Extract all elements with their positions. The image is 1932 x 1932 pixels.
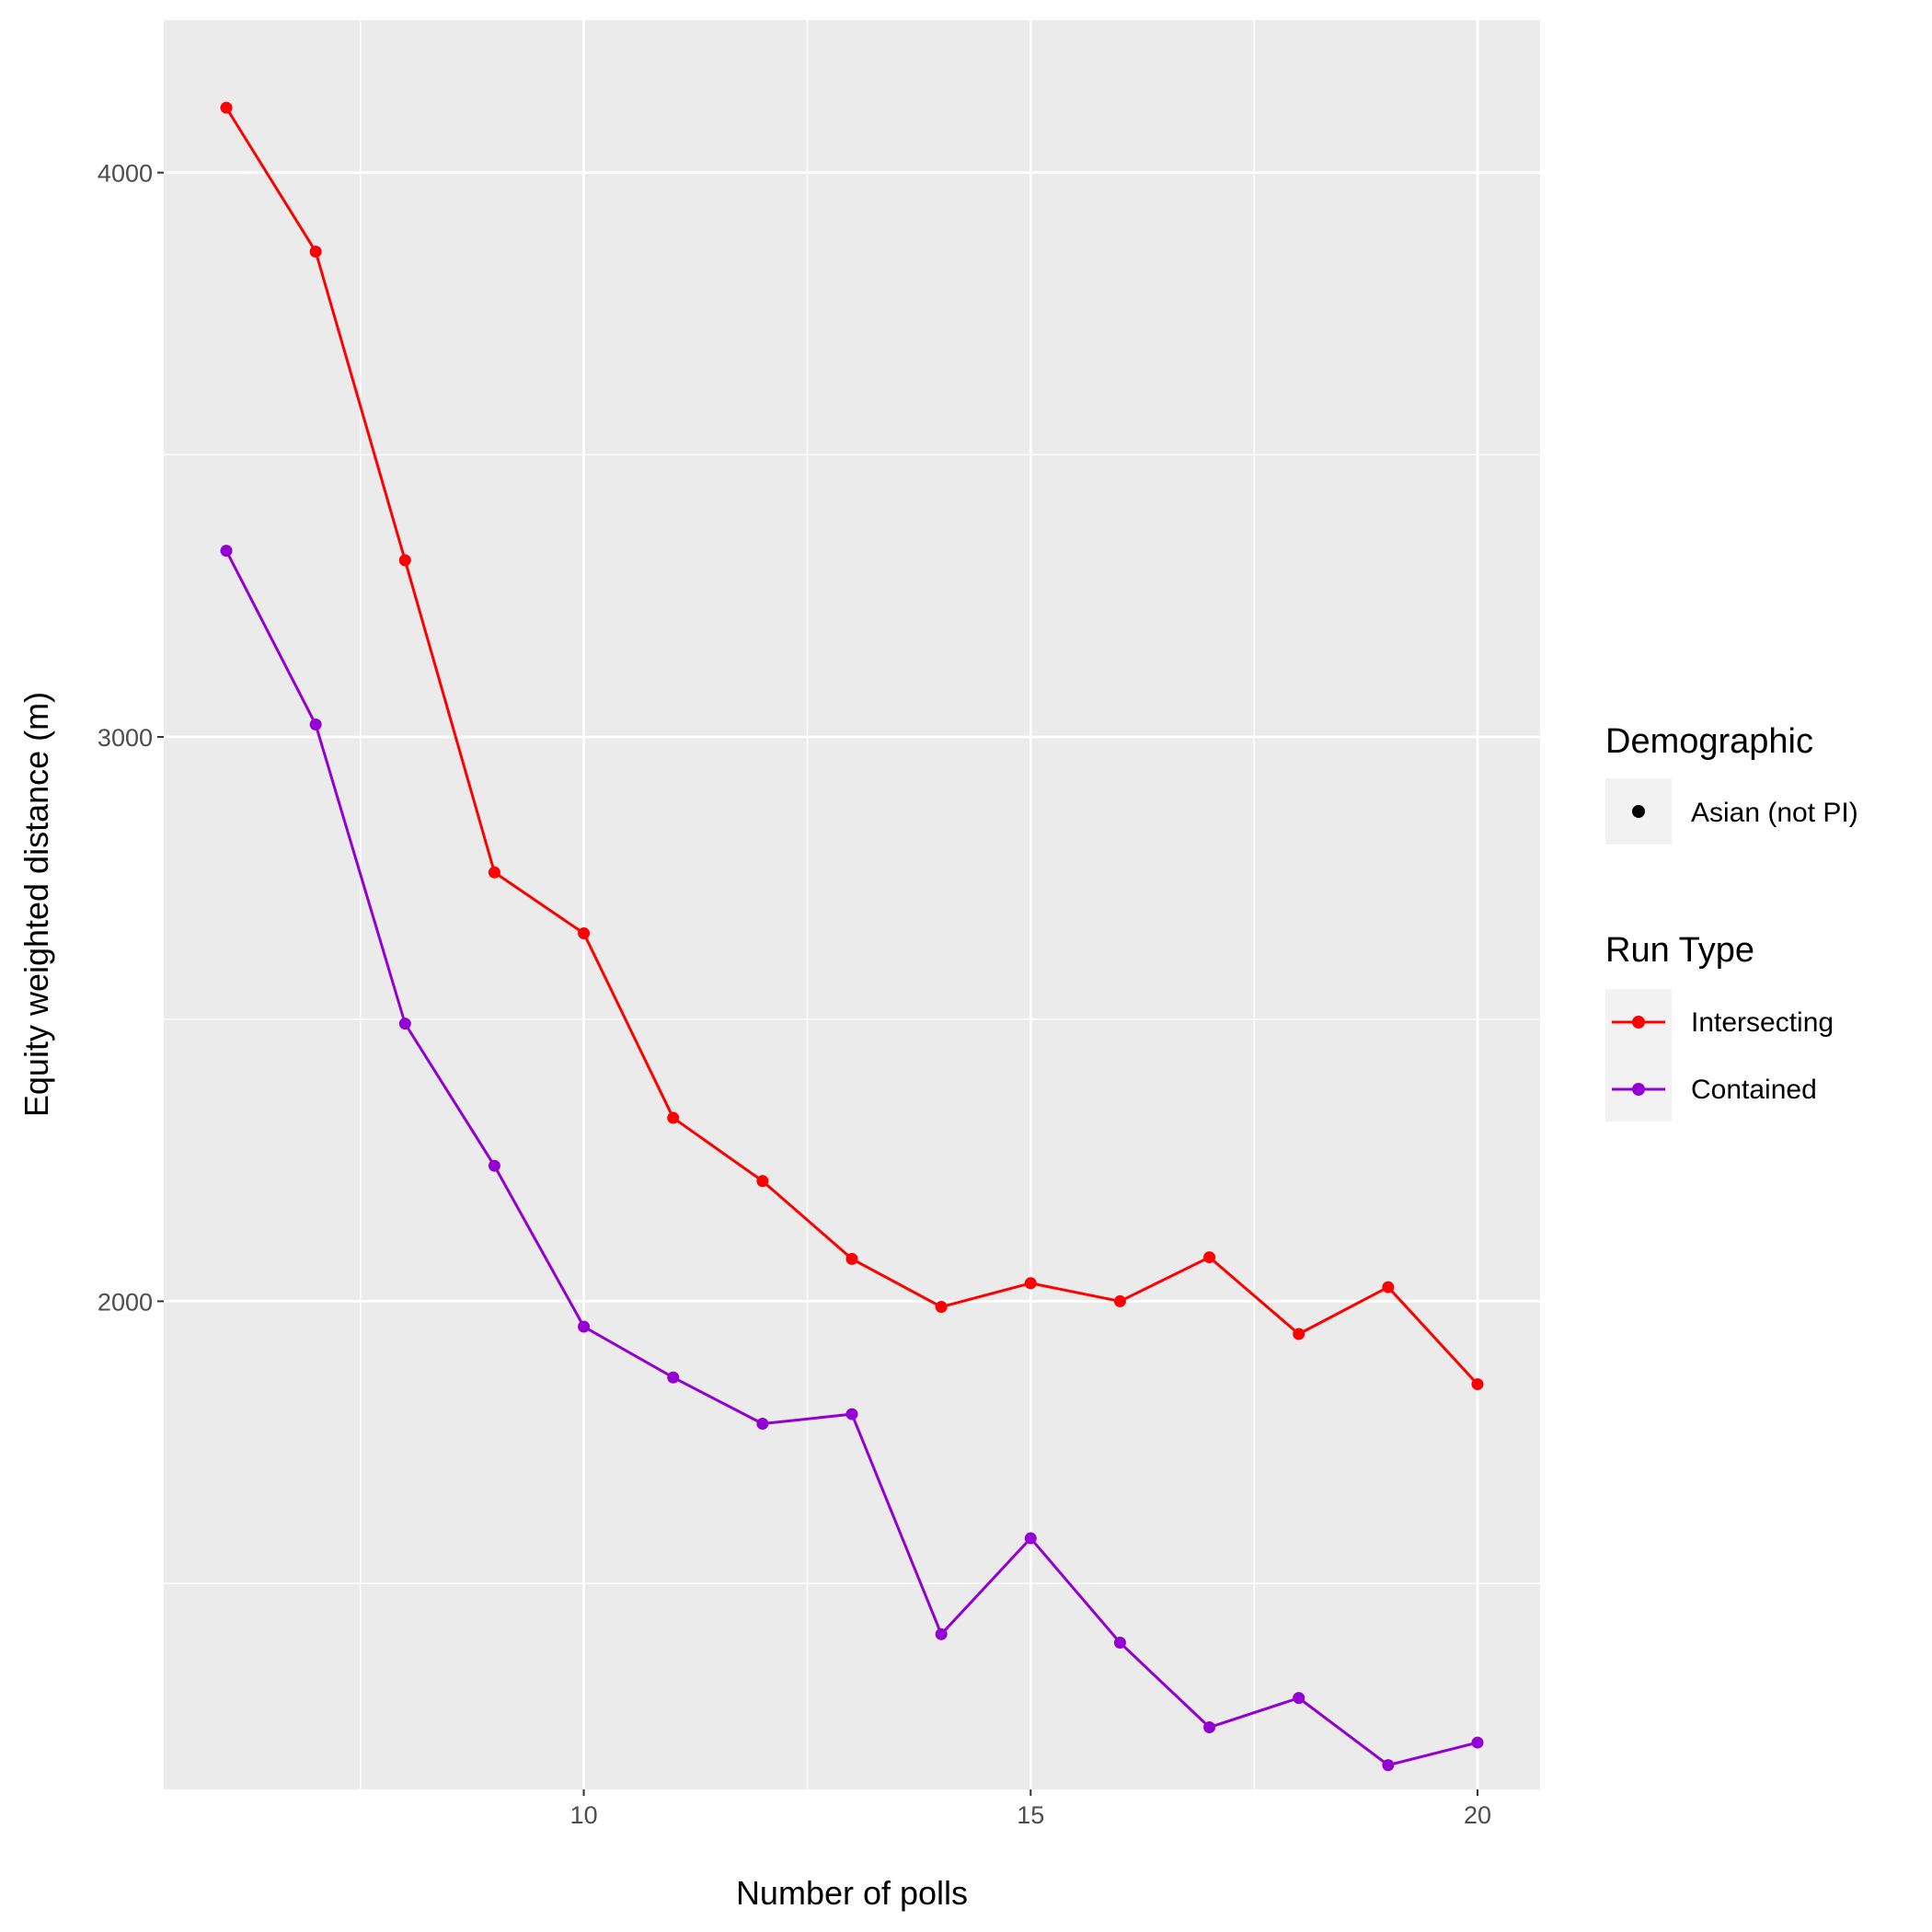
data-point-intersecting bbox=[667, 1111, 680, 1124]
data-point-contained bbox=[935, 1627, 948, 1640]
x-tick-label: 20 bbox=[1464, 1801, 1491, 1829]
data-point-contained bbox=[1293, 1692, 1305, 1705]
data-point-intersecting bbox=[488, 866, 500, 879]
x-tick-label: 15 bbox=[1017, 1801, 1044, 1829]
data-point-contained bbox=[667, 1371, 680, 1384]
legend-key-bg-run-type bbox=[1605, 989, 1672, 1121]
y-tick-label: 2000 bbox=[98, 1288, 153, 1316]
data-point-intersecting bbox=[935, 1301, 948, 1314]
legend-key-dot-intersecting bbox=[1632, 1016, 1645, 1029]
data-point-intersecting bbox=[220, 101, 233, 114]
data-point-intersecting bbox=[1471, 1378, 1484, 1391]
y-tick-label: 3000 bbox=[98, 724, 153, 752]
data-point-contained bbox=[398, 1018, 411, 1030]
legend-label-contained: Contained bbox=[1691, 1075, 1817, 1105]
data-point-contained bbox=[1203, 1721, 1216, 1734]
y-axis-title: Equity weighted distance (m) bbox=[17, 692, 55, 1117]
data-point-contained bbox=[578, 1320, 591, 1333]
data-point-contained bbox=[1113, 1637, 1126, 1650]
data-point-intersecting bbox=[1203, 1251, 1216, 1264]
y-tick-label: 4000 bbox=[98, 160, 153, 188]
x-axis-title: Number of polls bbox=[736, 1874, 968, 1912]
data-point-contained bbox=[1382, 1759, 1395, 1772]
x-tick-label: 10 bbox=[570, 1801, 598, 1829]
data-point-intersecting bbox=[1382, 1281, 1395, 1294]
data-point-intersecting bbox=[398, 554, 411, 567]
series-layer bbox=[220, 101, 1484, 1772]
data-point-intersecting bbox=[578, 926, 591, 939]
data-point-intersecting bbox=[309, 245, 322, 258]
legend-key-dot-contained bbox=[1632, 1083, 1645, 1096]
data-point-contained bbox=[309, 719, 322, 731]
data-point-intersecting bbox=[845, 1252, 858, 1265]
data-point-intersecting bbox=[1293, 1328, 1305, 1340]
legend-label-asian: Asian (not PI) bbox=[1691, 798, 1858, 828]
data-point-contained bbox=[1024, 1532, 1037, 1545]
data-point-contained bbox=[845, 1408, 858, 1420]
legend-title-demographic: Demographic bbox=[1605, 722, 1813, 761]
axes: 10 15 20 2000 3000 4000 bbox=[98, 160, 1491, 1829]
legend-label-intersecting: Intersecting bbox=[1691, 1007, 1834, 1038]
data-point-contained bbox=[1471, 1736, 1484, 1749]
legend-key-dot-asian bbox=[1632, 805, 1645, 818]
data-point-intersecting bbox=[1113, 1294, 1126, 1307]
data-point-contained bbox=[220, 545, 233, 558]
plot-panel bbox=[164, 20, 1540, 1789]
data-point-contained bbox=[488, 1159, 500, 1172]
legend: Demographic Asian (not PI) Run Type Inte… bbox=[1605, 722, 1858, 1121]
data-point-intersecting bbox=[1024, 1277, 1037, 1290]
major-gridlines bbox=[164, 20, 1540, 1789]
legend-title-run-type: Run Type bbox=[1605, 931, 1754, 970]
data-point-intersecting bbox=[756, 1175, 769, 1188]
data-point-contained bbox=[756, 1418, 769, 1431]
minor-gridlines bbox=[164, 20, 1540, 1789]
